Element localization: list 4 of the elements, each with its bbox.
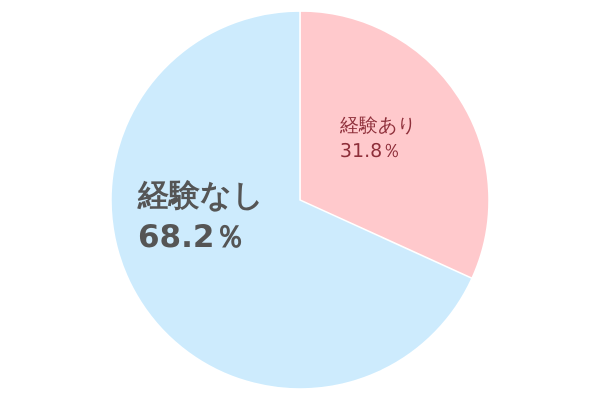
data-label: 31.8％ bbox=[340, 140, 402, 162]
slice-label: 経験あり bbox=[338, 114, 416, 137]
data-label: 68.2％ bbox=[138, 219, 246, 256]
slice-label: 経験なし bbox=[136, 177, 264, 214]
